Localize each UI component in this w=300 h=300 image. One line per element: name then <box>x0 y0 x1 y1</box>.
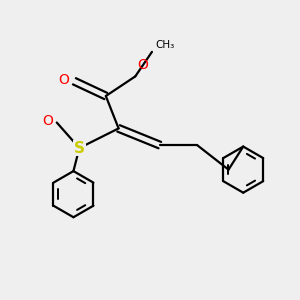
Text: CH₃: CH₃ <box>155 40 174 50</box>
Text: O: O <box>58 73 70 87</box>
Text: O: O <box>42 114 53 128</box>
Text: S: S <box>74 140 85 155</box>
Text: O: O <box>137 58 148 73</box>
